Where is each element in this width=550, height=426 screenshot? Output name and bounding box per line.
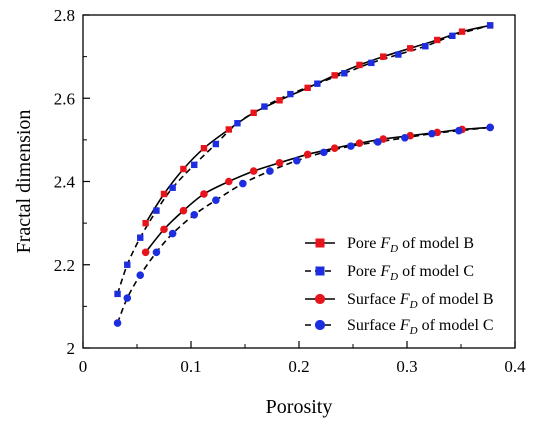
data-point — [401, 133, 409, 142]
data-point — [449, 32, 456, 40]
legend-marker — [315, 266, 325, 276]
y-tick-label: 2 — [67, 339, 76, 358]
legend-label: Surface FD of model C — [347, 317, 494, 337]
data-point — [455, 126, 463, 135]
legend: Pore FD of model B Pore FD of model C Surf… — [305, 235, 494, 337]
data-point — [331, 72, 338, 79]
data-point — [434, 36, 441, 44]
data-point — [458, 28, 466, 35]
data-point — [374, 138, 382, 146]
data-point — [266, 167, 274, 175]
legend-entry-4: Surface FD of model C — [305, 317, 494, 337]
data-point — [153, 207, 160, 214]
legend-entry-3: Surface FD of model B — [305, 291, 494, 311]
legend-label: Surface FD of model B — [347, 291, 494, 311]
data-point — [261, 103, 268, 110]
series-line-3 — [145, 126, 491, 253]
legend-entry-2: Pore FD of model C — [305, 263, 474, 283]
y-tick-label: 2.6 — [54, 89, 75, 108]
data-point — [124, 261, 131, 268]
axes: 0 0.1 0.2 0.3 0.4 2 2.2 2.4 2.6 2.8 — [54, 6, 526, 376]
legend-marker — [314, 319, 326, 331]
data-point — [320, 148, 328, 157]
legend-entry-1: Pore FD of model B — [305, 235, 474, 255]
x-tick-label: 0.1 — [180, 357, 201, 376]
legend-marker — [314, 293, 326, 305]
data-point — [114, 290, 121, 298]
x-tick-label: 0.4 — [504, 357, 526, 376]
data-point — [395, 51, 402, 58]
data-point — [486, 123, 494, 132]
data-point — [293, 156, 301, 165]
data-point — [212, 196, 220, 205]
data-point — [355, 139, 364, 148]
x-axis-label: Porosity — [266, 396, 333, 418]
data-point — [160, 225, 168, 234]
y-tick-label: 2.8 — [54, 6, 75, 25]
data-point — [136, 271, 145, 279]
data-point — [380, 53, 387, 60]
data-point — [200, 145, 208, 152]
data-point — [191, 161, 198, 169]
y-axis-label: Fractal dimension — [13, 110, 35, 254]
data-point — [356, 61, 363, 69]
data-point — [275, 158, 284, 167]
x-tick-label: 0 — [79, 357, 88, 376]
data-point — [250, 109, 257, 117]
data-point — [347, 142, 355, 150]
data-point — [330, 144, 339, 152]
data-point — [422, 43, 429, 50]
data-point — [303, 150, 312, 159]
data-point — [225, 126, 232, 133]
series-markers — [113, 22, 494, 327]
data-point — [212, 140, 220, 148]
data-point — [142, 219, 149, 227]
data-point — [168, 229, 177, 238]
data-point — [276, 97, 283, 104]
data-point — [113, 319, 122, 327]
x-tick-label: 0.3 — [396, 357, 417, 376]
data-point — [368, 59, 375, 67]
data-point — [190, 211, 199, 219]
data-point — [152, 248, 161, 257]
x-tick-label: 0.2 — [288, 357, 309, 376]
legend-marker — [315, 238, 325, 248]
data-point — [200, 190, 208, 198]
data-point — [225, 177, 233, 186]
data-point — [287, 90, 294, 98]
data-point — [169, 184, 176, 191]
data-point — [341, 70, 348, 77]
y-tick-label: 2.4 — [54, 173, 76, 192]
data-point — [249, 167, 258, 175]
series-line-1 — [144, 24, 491, 224]
legend-label: Pore FD of model C — [347, 263, 474, 283]
data-point — [137, 234, 144, 241]
data-point — [428, 129, 436, 138]
series-line-2 — [116, 24, 491, 295]
data-point — [239, 179, 247, 188]
data-point — [160, 190, 168, 198]
data-point — [179, 206, 188, 215]
y-tick-label: 2.2 — [54, 256, 75, 275]
data-point — [123, 294, 132, 302]
data-point — [407, 45, 414, 52]
data-point — [314, 80, 321, 87]
data-point — [141, 248, 150, 257]
data-point — [304, 84, 311, 92]
data-point — [180, 165, 187, 173]
legend-label: Pore FD of model B — [347, 235, 474, 255]
data-point — [486, 22, 494, 29]
data-point — [234, 120, 241, 127]
